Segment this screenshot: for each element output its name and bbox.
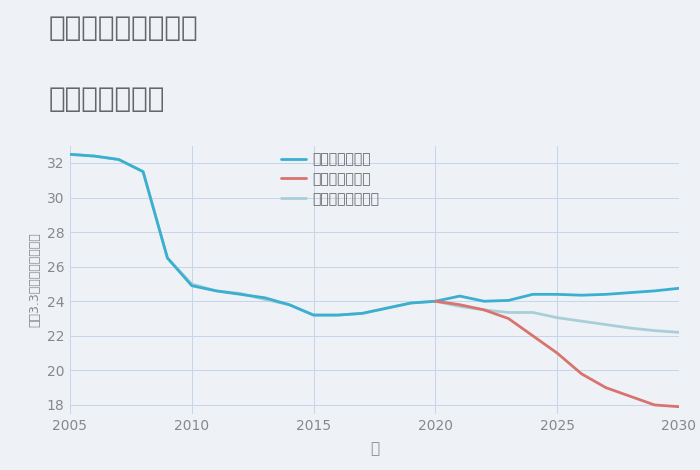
Line: ノーマルシナリオ: ノーマルシナリオ (70, 154, 679, 332)
バッドシナリオ (480, 307, 489, 313)
ノーマルシナリオ (188, 281, 196, 287)
グッドシナリオ (431, 298, 440, 304)
ノーマルシナリオ (602, 322, 610, 328)
グッドシナリオ (334, 312, 342, 318)
ノーマルシナリオ (528, 310, 537, 315)
ノーマルシナリオ (309, 312, 318, 318)
Line: グッドシナリオ: グッドシナリオ (70, 154, 679, 315)
Line: バッドシナリオ: バッドシナリオ (435, 301, 679, 407)
バッドシナリオ (675, 404, 683, 409)
ノーマルシナリオ (504, 310, 512, 315)
グッドシナリオ (407, 300, 415, 306)
グッドシナリオ (237, 291, 245, 297)
バッドシナリオ (431, 298, 440, 304)
グッドシナリオ (285, 302, 293, 307)
バッドシナリオ (602, 385, 610, 391)
グッドシナリオ (456, 293, 464, 299)
ノーマルシナリオ (212, 288, 220, 294)
ノーマルシナリオ (115, 157, 123, 162)
Legend: グッドシナリオ, バッドシナリオ, ノーマルシナリオ: グッドシナリオ, バッドシナリオ, ノーマルシナリオ (281, 153, 379, 206)
ノーマルシナリオ (334, 312, 342, 318)
グッドシナリオ (650, 288, 659, 294)
ノーマルシナリオ (237, 290, 245, 296)
グッドシナリオ (115, 157, 123, 162)
ノーマルシナリオ (260, 297, 269, 302)
バッドシナリオ (650, 402, 659, 408)
グッドシナリオ (309, 312, 318, 318)
ノーマルシナリオ (358, 311, 367, 316)
ノーマルシナリオ (382, 306, 391, 311)
グッドシナリオ (66, 151, 74, 157)
ノーマルシナリオ (626, 325, 634, 331)
バッドシナリオ (504, 316, 512, 321)
グッドシナリオ (212, 288, 220, 294)
ノーマルシナリオ (66, 151, 74, 157)
ノーマルシナリオ (675, 329, 683, 335)
グッドシナリオ (90, 153, 99, 159)
グッドシナリオ (382, 306, 391, 311)
Text: 土地の価格推移: 土地の価格推移 (49, 85, 165, 113)
ノーマルシナリオ (139, 169, 147, 174)
グッドシナリオ (358, 311, 367, 316)
X-axis label: 年: 年 (370, 441, 379, 456)
グッドシナリオ (675, 285, 683, 291)
バッドシナリオ (528, 333, 537, 339)
グッドシナリオ (139, 169, 147, 174)
グッドシナリオ (553, 291, 561, 297)
グッドシナリオ (188, 283, 196, 289)
ノーマルシナリオ (285, 302, 293, 307)
バッドシナリオ (626, 393, 634, 399)
ノーマルシナリオ (480, 307, 489, 313)
ノーマルシナリオ (553, 315, 561, 321)
Text: 奈良県奈良市横井の: 奈良県奈良市横井の (49, 14, 199, 42)
バッドシナリオ (578, 371, 586, 376)
ノーマルシナリオ (407, 300, 415, 306)
バッドシナリオ (456, 302, 464, 307)
グッドシナリオ (480, 298, 489, 304)
ノーマルシナリオ (456, 304, 464, 309)
ノーマルシナリオ (90, 153, 99, 159)
ノーマルシナリオ (163, 255, 172, 261)
グッドシナリオ (163, 255, 172, 261)
グッドシナリオ (528, 291, 537, 297)
ノーマルシナリオ (650, 328, 659, 333)
グッドシナリオ (602, 291, 610, 297)
グッドシナリオ (626, 290, 634, 296)
ノーマルシナリオ (578, 318, 586, 324)
バッドシナリオ (553, 350, 561, 356)
Y-axis label: 坪（3.3㎡）単価（万円）: 坪（3.3㎡）単価（万円） (28, 232, 41, 327)
グッドシナリオ (260, 295, 269, 301)
グッドシナリオ (578, 292, 586, 298)
ノーマルシナリオ (431, 298, 440, 304)
グッドシナリオ (504, 298, 512, 303)
